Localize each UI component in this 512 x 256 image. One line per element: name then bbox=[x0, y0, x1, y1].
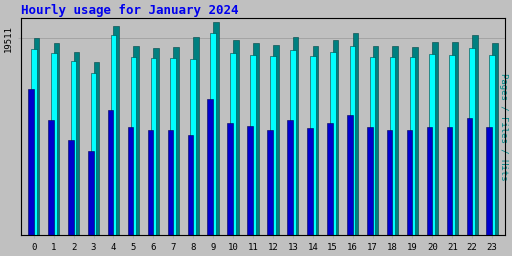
Bar bbox=[407, 130, 412, 235]
Bar bbox=[270, 56, 276, 235]
Bar bbox=[370, 57, 375, 235]
Bar bbox=[173, 47, 179, 235]
Bar bbox=[426, 127, 432, 235]
Bar bbox=[210, 34, 216, 235]
Bar bbox=[492, 42, 498, 235]
Bar bbox=[313, 46, 318, 235]
Bar bbox=[54, 42, 59, 235]
Bar bbox=[74, 52, 79, 235]
Bar bbox=[333, 39, 338, 235]
Bar bbox=[91, 73, 96, 235]
Bar bbox=[31, 49, 36, 235]
Bar bbox=[353, 34, 358, 235]
Bar bbox=[310, 56, 315, 235]
Bar bbox=[34, 38, 39, 235]
Bar bbox=[430, 54, 435, 235]
Bar bbox=[213, 22, 219, 235]
Bar bbox=[167, 130, 173, 235]
Bar bbox=[412, 47, 418, 235]
Bar bbox=[187, 135, 193, 235]
Bar bbox=[273, 45, 279, 235]
Y-axis label: Pages / Files / Hits: Pages / Files / Hits bbox=[499, 73, 508, 180]
Bar bbox=[190, 59, 196, 235]
Bar bbox=[68, 140, 74, 235]
Bar bbox=[247, 126, 253, 235]
Bar bbox=[88, 152, 94, 235]
Bar bbox=[51, 53, 56, 235]
Bar bbox=[367, 127, 373, 235]
Bar bbox=[466, 118, 472, 235]
Bar bbox=[470, 48, 475, 235]
Bar bbox=[134, 46, 139, 235]
Bar bbox=[293, 37, 298, 235]
Bar bbox=[287, 120, 293, 235]
Bar bbox=[393, 46, 398, 235]
Bar bbox=[472, 36, 478, 235]
Bar bbox=[450, 55, 455, 235]
Bar bbox=[307, 128, 313, 235]
Bar bbox=[330, 52, 335, 235]
Bar bbox=[108, 110, 114, 235]
Text: Hourly usage for January 2024: Hourly usage for January 2024 bbox=[21, 4, 238, 17]
Bar bbox=[111, 36, 116, 235]
Bar bbox=[153, 48, 159, 235]
Bar bbox=[71, 61, 76, 235]
Bar bbox=[114, 26, 119, 235]
Bar bbox=[128, 127, 134, 235]
Bar bbox=[489, 55, 495, 235]
Bar bbox=[432, 41, 438, 235]
Bar bbox=[48, 120, 54, 235]
Bar bbox=[151, 58, 156, 235]
Bar bbox=[227, 123, 233, 235]
Bar bbox=[253, 42, 259, 235]
Bar bbox=[390, 57, 395, 235]
Bar bbox=[373, 46, 378, 235]
Bar bbox=[207, 99, 213, 235]
Bar bbox=[347, 115, 353, 235]
Bar bbox=[452, 41, 458, 235]
Bar bbox=[28, 89, 34, 235]
Bar bbox=[290, 50, 295, 235]
Bar bbox=[131, 57, 136, 235]
Bar bbox=[170, 58, 176, 235]
Bar bbox=[410, 57, 415, 235]
Bar bbox=[387, 130, 393, 235]
Bar bbox=[350, 46, 355, 235]
Bar bbox=[267, 130, 273, 235]
Bar bbox=[327, 123, 333, 235]
Bar bbox=[94, 62, 99, 235]
Bar bbox=[250, 55, 256, 235]
Bar bbox=[147, 130, 153, 235]
Bar bbox=[446, 127, 452, 235]
Bar bbox=[230, 53, 236, 235]
Bar bbox=[486, 127, 492, 235]
Bar bbox=[233, 39, 239, 235]
Bar bbox=[193, 37, 199, 235]
